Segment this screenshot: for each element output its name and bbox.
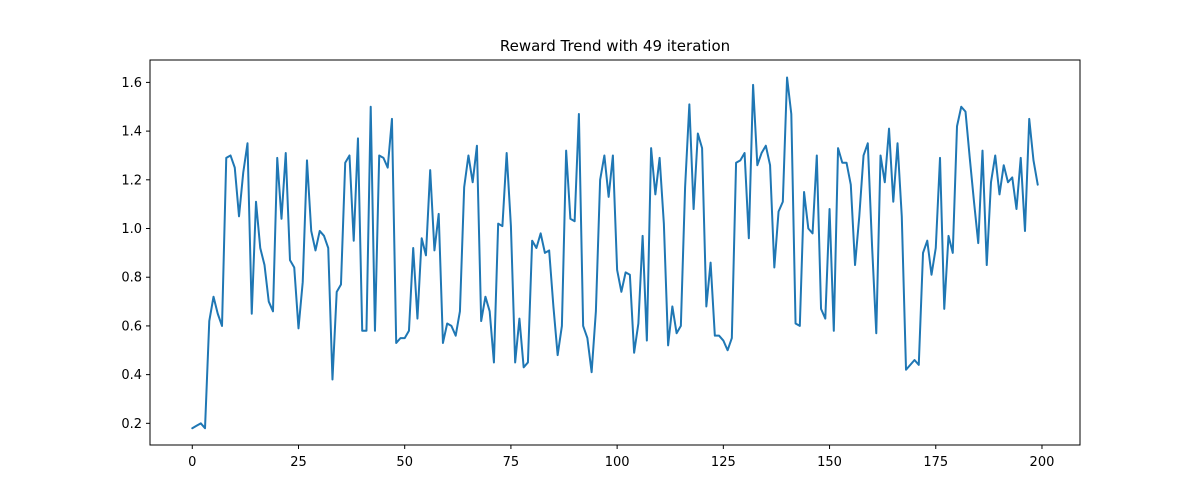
x-tick-label: 75 bbox=[503, 455, 520, 470]
y-tick-label: 0.2 bbox=[121, 417, 142, 432]
x-tick-label: 175 bbox=[923, 455, 948, 470]
x-tick-label: 150 bbox=[817, 455, 842, 470]
plot-frame bbox=[149, 59, 1081, 446]
x-tick-label: 125 bbox=[711, 455, 736, 470]
x-axis-ticks: 0 25 50 75 100 125 150 175 200 bbox=[188, 445, 1054, 470]
y-tick-label: 1.6 bbox=[121, 76, 142, 91]
y-axis-ticks: 0.2 0.4 0.6 0.8 1.0 1.2 1.4 1.6 bbox=[121, 76, 150, 432]
y-tick-label: 0.4 bbox=[121, 368, 142, 383]
x-tick-label: 50 bbox=[396, 455, 413, 470]
x-tick-label: 25 bbox=[290, 455, 307, 470]
x-tick-label: 200 bbox=[1030, 455, 1055, 470]
y-tick-label: 0.8 bbox=[121, 271, 142, 286]
chart-title: Reward Trend with 49 iteration bbox=[500, 37, 730, 55]
x-tick-label: 0 bbox=[188, 455, 196, 470]
reward-series-line bbox=[191, 76, 1039, 430]
y-tick-label: 0.6 bbox=[121, 319, 142, 334]
y-tick-label: 1.0 bbox=[121, 222, 142, 237]
y-tick-label: 1.4 bbox=[121, 125, 142, 140]
y-tick-label: 1.2 bbox=[121, 173, 142, 188]
x-tick-label: 100 bbox=[605, 455, 630, 470]
